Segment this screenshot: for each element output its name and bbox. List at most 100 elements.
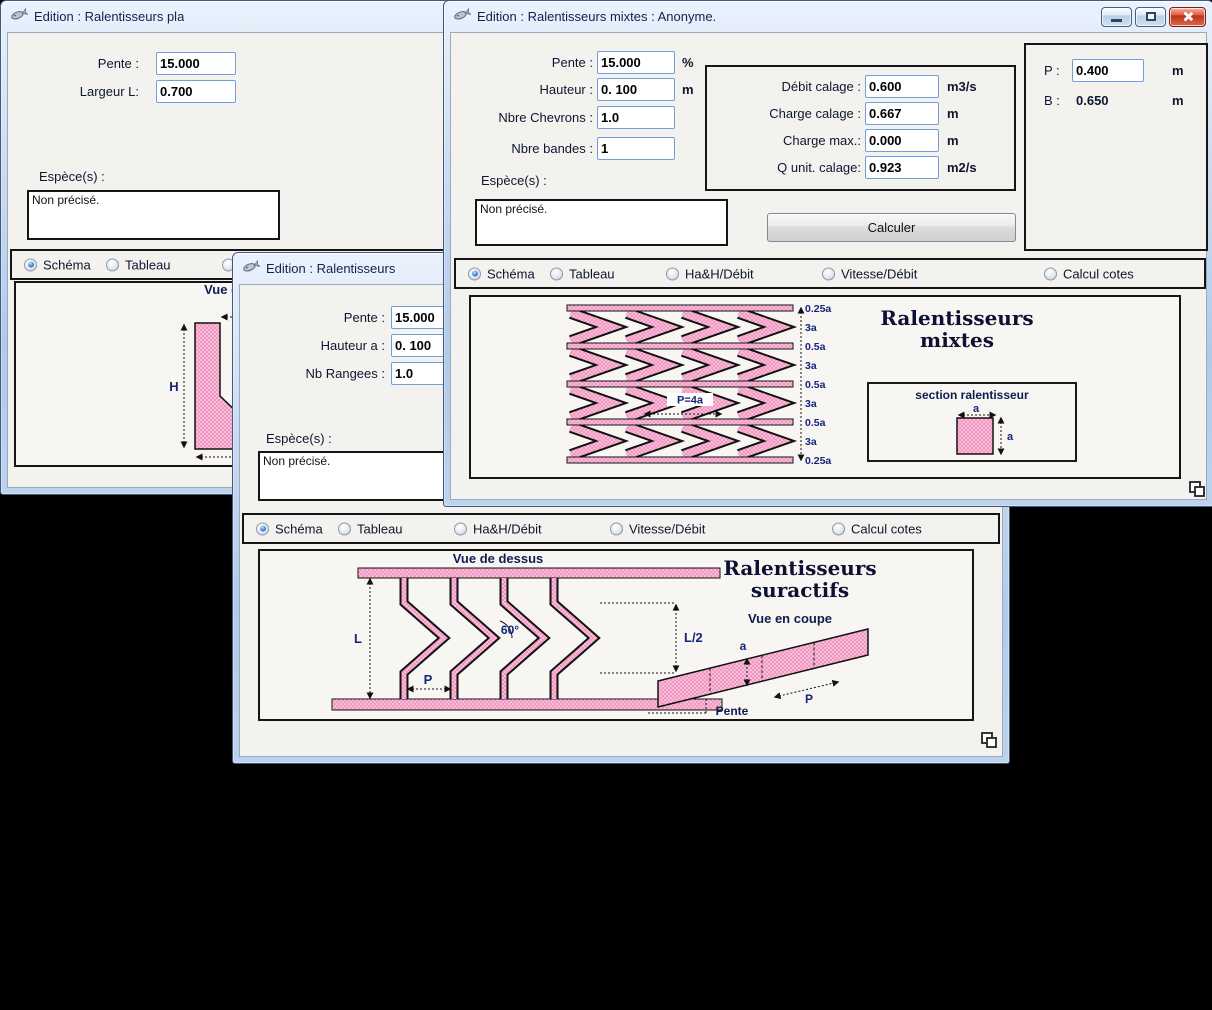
corner-resize-icon[interactable] — [979, 730, 999, 750]
charge-calage-unit: m — [947, 106, 959, 121]
debit-calage-input[interactable] — [865, 75, 939, 98]
inclined-band — [657, 628, 869, 708]
svg-text:3a: 3a — [805, 322, 817, 334]
svg-text:3a: 3a — [805, 360, 817, 372]
radio-tableau[interactable]: Tableau — [106, 257, 171, 272]
svg-text:3a: 3a — [805, 436, 817, 448]
svg-text:0.25a: 0.25a — [805, 303, 831, 315]
fish-icon — [8, 6, 29, 27]
pente-label: Pente : — [97, 56, 139, 71]
schema-title-line1: Ralentisseurs — [723, 556, 876, 580]
schema-suractifs: Vue de dessus L 60° — [258, 549, 974, 721]
maximize-button[interactable] — [1135, 6, 1166, 27]
close-button[interactable] — [1169, 6, 1206, 27]
debit-calage-unit: m3/s — [947, 79, 977, 94]
dim-p-label: P — [424, 672, 433, 687]
nbre-bandes-input[interactable] — [597, 137, 675, 160]
schema-suractifs-drawing: Vue de dessus L 60° — [331, 551, 877, 718]
window-title: Edition : Ralentisseurs — [266, 261, 396, 276]
radio-calcul-cotes[interactable]: Calcul cotes — [1044, 266, 1134, 281]
svg-text:0.25a: 0.25a — [805, 455, 831, 467]
radio-dot-icon — [24, 258, 37, 271]
pente-label: Pente : — [343, 310, 385, 325]
svg-text:0.5a: 0.5a — [805, 379, 826, 391]
pb-panel: P : m B : 0.650 m — [1024, 43, 1208, 251]
radio-dot-icon — [1044, 267, 1057, 280]
pente-input[interactable] — [156, 52, 236, 75]
nbre-chevrons-label: Nbre Chevrons : — [498, 110, 593, 125]
radio-dot-icon — [338, 522, 351, 535]
angle-60-label: 60° — [501, 623, 519, 637]
radio-schema[interactable]: Schéma — [468, 266, 535, 281]
q-unit-calage-label: Q unit. calage: — [777, 160, 861, 175]
nb-rangees-label: Nb Rangees : — [305, 366, 386, 381]
dim-l-label: L — [354, 631, 362, 646]
corner-resize-icon[interactable] — [1187, 479, 1207, 499]
nbre-bandes-label: Nbre bandes : — [511, 141, 593, 156]
radio-vitesse-debit[interactable]: Vitesse/Débit — [610, 521, 705, 536]
schema-title-line1: Ralentisseurs — [880, 306, 1033, 330]
radio-dot-icon — [468, 267, 481, 280]
titlebar-plans[interactable]: Edition : Ralentisseurs pla — [1, 1, 763, 32]
dim-h-label: H — [169, 379, 178, 394]
radio-hah-debit[interactable]: Ha&H/Débit — [454, 521, 542, 536]
client-area-mixtes: Pente : % Hauteur : m Nbre Chevrons : Nb… — [450, 32, 1208, 500]
svg-text:section ralentisseur: section ralentisseur — [915, 388, 1029, 402]
dim-l2-label: L/2 — [684, 630, 703, 645]
minimize-icon — [1111, 19, 1122, 22]
titlebar-mixtes[interactable]: Edition : Ralentisseurs mixtes : Anonyme… — [444, 1, 1212, 32]
p-unit: m — [1172, 63, 1184, 78]
dim-p2-label: P — [805, 692, 813, 706]
schema-title-line2: suractifs — [751, 578, 849, 602]
radio-dot-icon — [106, 258, 119, 271]
titlebar-suractifs[interactable]: Edition : Ralentisseurs — [233, 253, 1009, 284]
espece-box[interactable]: Non précisé. — [475, 199, 728, 246]
radio-calcul-cotes[interactable]: Calcul cotes — [832, 521, 922, 536]
radio-schema[interactable]: Schéma — [24, 257, 91, 272]
angle-arc — [499, 620, 513, 639]
radio-schema[interactable]: Schéma — [256, 521, 323, 536]
calage-group: Débit calage : m3/s Charge calage : m Ch… — [705, 65, 1016, 191]
spacing-dimension-labels: 0.25a 3a 0.5a 3a 0.5a 3a 0.5a 3a 0.25a — [805, 303, 831, 467]
charge-max-input[interactable] — [865, 129, 939, 152]
radio-dot-icon — [822, 267, 835, 280]
dim-a-label: a — [740, 639, 747, 653]
radio-hah-debit[interactable]: Ha&H/Débit — [666, 266, 754, 281]
window-title: Edition : Ralentisseurs mixtes : Anonyme… — [477, 9, 717, 24]
minimize-button[interactable] — [1101, 6, 1132, 27]
charge-calage-input[interactable] — [865, 102, 939, 125]
pitch-dimension: P=4a — [643, 393, 723, 418]
espece-label: Espèce(s) : — [266, 431, 332, 446]
p-input[interactable] — [1072, 59, 1144, 82]
radio-dot-icon — [256, 522, 269, 535]
hauteur-unit: m — [682, 82, 694, 97]
pente-input[interactable] — [597, 51, 675, 74]
schema-mixtes-drawing: 0.25a 3a 0.5a 3a 0.5a 3a 0.5a 3a 0.25a P… — [566, 303, 1077, 467]
window-title: Edition : Ralentisseurs pla — [34, 9, 185, 24]
fish-icon — [451, 6, 472, 27]
schema-mixtes: 0.25a 3a 0.5a 3a 0.5a 3a 0.5a 3a 0.25a P… — [469, 295, 1181, 479]
window-ralentisseurs-mixtes: Edition : Ralentisseurs mixtes : Anonyme… — [443, 0, 1212, 507]
espece-box[interactable]: Non précisé. — [27, 190, 280, 240]
debit-calage-label: Débit calage : — [781, 79, 862, 94]
schema-title-line2: mixtes — [920, 328, 994, 352]
radio-tableau[interactable]: Tableau — [550, 266, 615, 281]
svg-text:a: a — [1007, 431, 1014, 443]
cross-bands — [566, 304, 794, 464]
nbre-chevrons-input[interactable] — [597, 106, 675, 129]
radio-dot-icon — [610, 522, 623, 535]
radio-vitesse-debit[interactable]: Vitesse/Débit — [822, 266, 917, 281]
section-dimensions — [648, 657, 840, 714]
radio-dot-icon — [550, 267, 563, 280]
radio-tableau[interactable]: Tableau — [338, 521, 403, 536]
close-icon — [1182, 11, 1193, 22]
b-label: B : — [1044, 93, 1060, 108]
hauteur-a-label: Hauteur a : — [320, 338, 385, 353]
svg-text:0.5a: 0.5a — [805, 341, 826, 353]
largeur-input[interactable] — [156, 80, 236, 103]
calculer-button[interactable]: Calculer — [767, 213, 1016, 242]
hauteur-input[interactable] — [597, 78, 675, 101]
espece-label: Espèce(s) : — [39, 169, 105, 184]
pente-label: Pente : — [551, 55, 593, 70]
q-unit-calage-input[interactable] — [865, 156, 939, 179]
